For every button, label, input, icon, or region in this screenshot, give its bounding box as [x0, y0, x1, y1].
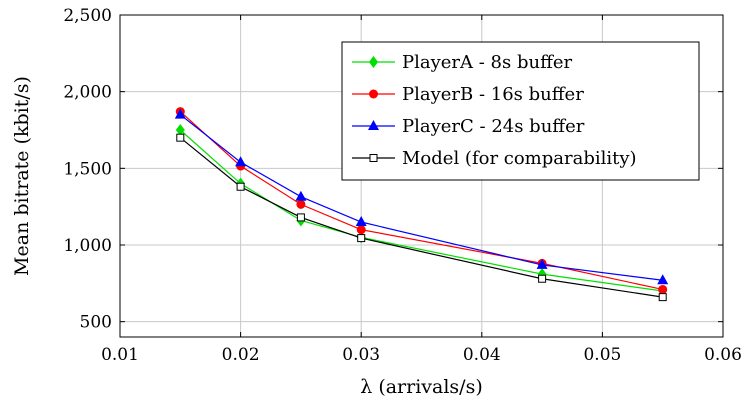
data-point: [296, 199, 306, 209]
legend-box: [341, 41, 700, 181]
legend-item: PlayerB - 16s buffer: [352, 84, 584, 105]
data-point: [236, 182, 245, 191]
legend-marker: [369, 89, 378, 99]
legend-marker: [368, 120, 379, 130]
series-line: [179, 114, 663, 281]
legend-label: PlayerA - 8s buffer: [402, 52, 573, 73]
data-point: [235, 156, 247, 167]
series-line: [179, 129, 663, 292]
data-point: [536, 258, 548, 269]
x-tick-label: 0.04: [463, 345, 501, 365]
x-tick-label: 0.01: [101, 345, 139, 365]
y-tick-label: 500: [80, 313, 112, 333]
legend-label: Model (for comparability): [402, 148, 637, 169]
legend-item: PlayerC - 24s buffer: [352, 116, 585, 137]
legend: PlayerA - 8s buffer PlayerB - 16s buffer P…: [341, 41, 700, 181]
data-point: [175, 124, 185, 136]
legend-item: PlayerA - 8s buffer: [352, 52, 573, 73]
series-line: [179, 137, 663, 298]
legend-label: PlayerC - 24s buffer: [402, 116, 585, 137]
data-point: [357, 234, 366, 243]
series-layer: [174, 107, 669, 302]
y-tick-label: 1,000: [63, 236, 112, 256]
y-tick-label: 2,500: [63, 6, 112, 26]
legend-marker: [369, 154, 378, 162]
x-axis-title: λ (arrivals/s): [360, 376, 483, 398]
series-2: [174, 108, 669, 285]
data-point: [538, 274, 547, 283]
y-axis-title: Mean bitrate (kbit/s): [11, 76, 33, 276]
legend-marker: [369, 56, 378, 68]
data-point: [355, 216, 367, 226]
data-point: [296, 213, 305, 222]
plot-frame: [119, 14, 724, 338]
data-point: [658, 284, 668, 294]
data-point: [356, 225, 366, 235]
x-tick-label: 0.03: [342, 345, 380, 365]
x-tick-label: 0.02: [222, 345, 260, 365]
data-point: [295, 190, 307, 201]
legend-item: Model (for comparability): [352, 148, 637, 169]
x-tick-label: 0.05: [583, 345, 621, 365]
y-tick-label: 2,000: [63, 83, 112, 103]
data-point: [657, 274, 669, 285]
series-3: [176, 133, 667, 302]
data-point: [658, 293, 667, 302]
tick-labels: 0.01 0.02 0.03 0.04 0.05 0.06 500 1,000 1,500 2,0…: [63, 6, 742, 365]
y-tick-label: 1,500: [63, 159, 112, 179]
data-point: [176, 133, 185, 142]
legend-label: PlayerB - 16s buffer: [402, 84, 584, 105]
x-tick-label: 0.06: [704, 345, 742, 365]
data-point: [174, 108, 186, 119]
